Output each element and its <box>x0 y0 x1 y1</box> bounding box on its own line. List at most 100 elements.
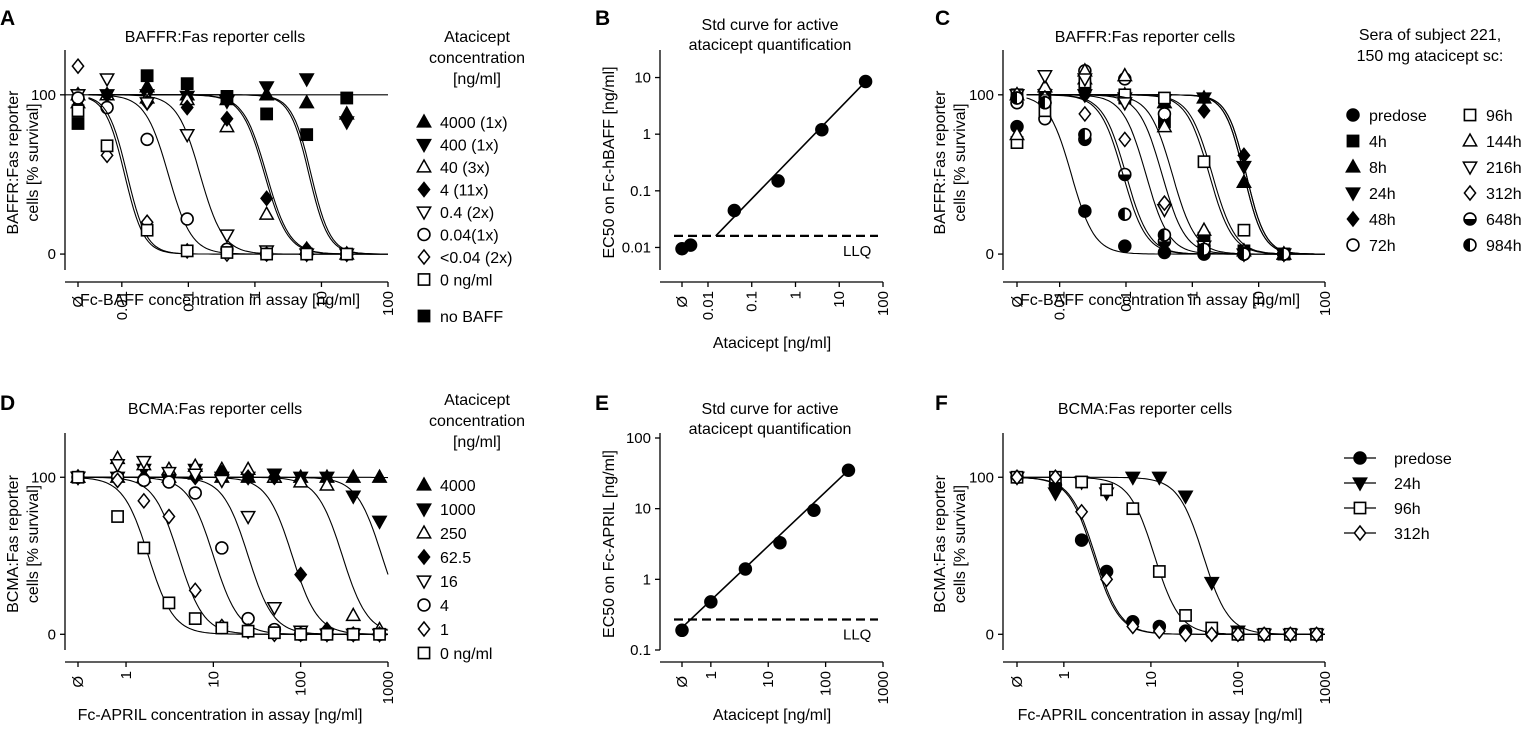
y-tick-label: 100 <box>31 469 56 486</box>
fit-curve <box>82 476 389 631</box>
legend-title: 150 mg atacicept sc: <box>1357 48 1504 65</box>
llq-label: LLQ <box>843 243 871 260</box>
panel-letter: F <box>935 392 948 415</box>
legend-item: 4 <box>417 598 449 615</box>
data-point <box>71 470 85 484</box>
x-tick-label: 10 <box>1251 291 1268 308</box>
data-point-half <box>1011 92 1017 104</box>
data-point <box>1075 503 1089 521</box>
legend-marker <box>417 248 431 266</box>
data-point <box>319 476 335 491</box>
x-tick-label: 100 <box>818 671 835 696</box>
data-point <box>1157 228 1172 242</box>
data-point <box>188 582 202 599</box>
x-tick-label: 0.01 <box>700 291 717 320</box>
x-tick-label: 1 <box>787 291 804 299</box>
data-point <box>1118 131 1132 148</box>
fit-curve <box>1020 476 1325 635</box>
data-point <box>1277 247 1291 261</box>
legend-item: 48h <box>1346 210 1396 229</box>
data-point <box>294 627 308 641</box>
series-1 <box>71 469 388 643</box>
legend-item: 312h <box>1463 184 1522 203</box>
data-point <box>220 246 234 259</box>
panel-letter: D <box>0 392 15 415</box>
data-point <box>1237 247 1251 261</box>
data-point <box>1157 107 1172 121</box>
data-point <box>180 212 194 226</box>
legend-item: 312h <box>1344 524 1430 543</box>
data-point <box>267 626 281 640</box>
data-point <box>294 566 308 583</box>
data-point <box>258 81 275 96</box>
legend-marker <box>417 548 431 566</box>
legend-item: 4000 (1x) <box>416 113 508 132</box>
data-point <box>215 541 229 555</box>
x-tick-label: 1 <box>703 671 720 679</box>
x-tick-label-zero: Ø <box>674 676 691 688</box>
data-point <box>1197 242 1211 257</box>
y-axis-label: cells [% survival] <box>25 485 42 603</box>
legend-item: 4h <box>1346 134 1387 151</box>
x-tick-label: 100 <box>875 291 892 316</box>
series-predose <box>1010 470 1325 642</box>
legend-marker <box>1463 238 1477 252</box>
legend-marker <box>416 158 432 173</box>
data-point <box>1197 102 1211 119</box>
legend-marker <box>1346 238 1360 252</box>
x-tick-label: 0.1 <box>744 291 761 312</box>
legend-title: concentration <box>429 413 525 430</box>
data-point-half <box>1198 243 1205 256</box>
legend-marker <box>1463 108 1477 122</box>
legend-marker <box>1352 477 1368 492</box>
legend-title: Sera of subject 221, <box>1359 27 1501 44</box>
data-point <box>675 623 689 638</box>
y-axis-label: BCMA:Fas reporter <box>5 474 22 612</box>
x-tick-label: 10 <box>831 291 848 308</box>
data-point-half <box>1158 229 1165 241</box>
data-point <box>771 174 785 188</box>
legend-label: 72h <box>1369 238 1396 255</box>
data-point <box>1179 609 1192 622</box>
series-no-baff <box>71 69 354 142</box>
data-point <box>320 627 334 641</box>
data-point <box>140 223 154 237</box>
fit-curve <box>82 476 389 575</box>
data-point <box>340 247 354 261</box>
data-point <box>162 508 176 525</box>
legend-marker <box>1345 158 1361 173</box>
data-point <box>373 627 386 641</box>
legend-label: 8h <box>1369 160 1387 177</box>
data-point-half <box>1038 96 1045 109</box>
data-point <box>100 147 114 164</box>
legend-label: 96h <box>1394 501 1421 518</box>
data-point <box>1151 471 1168 486</box>
panel-title: BCMA:Fas reporter cells <box>1058 401 1232 418</box>
data-point <box>1152 565 1166 578</box>
data-point <box>213 474 230 489</box>
legend-marker <box>416 503 432 518</box>
y-axis-label: BAFFR:Fas reporter <box>932 90 949 235</box>
fit-curve <box>88 97 388 255</box>
data-point <box>99 73 115 88</box>
panel-letter: E <box>595 392 609 415</box>
legend-label: 40 (3x) <box>440 160 490 177</box>
legend-label: 0 ng/ml <box>440 646 492 663</box>
y-tick-label: 0.01 <box>622 239 651 256</box>
legend-title: Atacicept <box>444 29 510 46</box>
legend-marker <box>1353 451 1367 465</box>
y-tick-label: 0 <box>48 626 56 643</box>
y-tick-label: 100 <box>969 469 994 486</box>
legend-item: 144h <box>1462 132 1522 151</box>
x-tick-label-zero: Ø <box>1009 676 1026 688</box>
legend-item: 72h <box>1346 238 1396 255</box>
data-point <box>71 91 85 105</box>
panel-letter: A <box>0 7 15 30</box>
data-point <box>219 229 235 244</box>
x-tick-label-zero: Ø <box>70 676 87 688</box>
data-point <box>1152 622 1166 640</box>
series-standard <box>675 463 856 638</box>
data-point <box>1197 155 1211 169</box>
data-point <box>137 492 151 510</box>
data-point-half <box>1277 248 1284 261</box>
